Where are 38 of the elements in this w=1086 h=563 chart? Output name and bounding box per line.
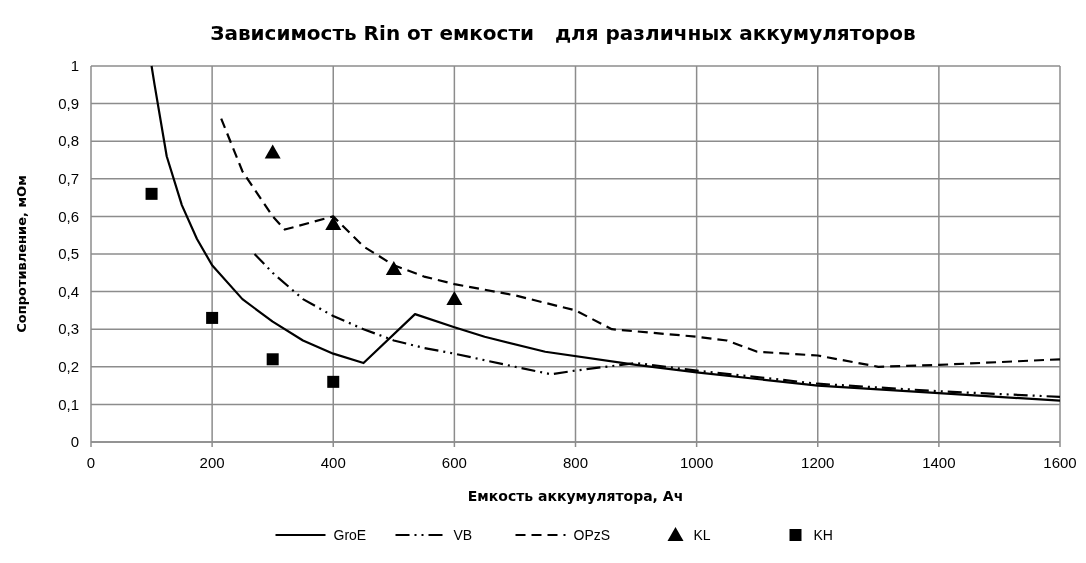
y-tick-label: 0,5 bbox=[58, 245, 79, 263]
y-tick-label: 0 bbox=[70, 433, 79, 451]
x-tick-label: 1400 bbox=[922, 454, 956, 471]
y-tick-label: 0,1 bbox=[58, 395, 79, 413]
y-tick-label: 0,3 bbox=[58, 320, 79, 338]
x-axis-title: Емкость аккумулятора, Ач bbox=[467, 488, 684, 504]
point bbox=[145, 187, 158, 200]
point bbox=[266, 353, 279, 366]
y-tick-label: 1 bbox=[70, 57, 79, 75]
legend-label: KL bbox=[693, 526, 711, 543]
x-tick-label: 1000 bbox=[679, 454, 714, 471]
x-tick-label: 600 bbox=[441, 454, 467, 471]
point bbox=[325, 215, 342, 230]
point bbox=[264, 144, 281, 159]
y-tick-label: 0,8 bbox=[58, 132, 79, 150]
x-tick-label: 800 bbox=[562, 454, 589, 471]
x-tick-label: 0 bbox=[86, 454, 96, 471]
legend-label: GroE bbox=[333, 526, 367, 543]
y-tick-label: 0,6 bbox=[58, 207, 79, 225]
point bbox=[385, 261, 402, 276]
point bbox=[327, 375, 340, 388]
x-tick-label: 1200 bbox=[801, 454, 835, 471]
x-tick-label: 1600 bbox=[1043, 454, 1077, 471]
x-tick-label: 200 bbox=[199, 454, 225, 471]
y-axis-title: Сопротивление, мОм bbox=[14, 175, 29, 333]
legend-label: OPzS bbox=[573, 526, 611, 543]
line-series bbox=[220, 117, 1062, 368]
line-series bbox=[150, 64, 1062, 402]
legend-label: KH bbox=[813, 526, 833, 543]
x-tick-label: 400 bbox=[320, 454, 346, 471]
y-tick-label: 0,9 bbox=[58, 94, 79, 112]
chart-title: Зависимость Rin от емкости для различных аккумуляторов bbox=[210, 21, 916, 45]
legend-label: VB bbox=[453, 526, 473, 543]
point bbox=[446, 291, 463, 306]
point bbox=[206, 311, 219, 324]
y-tick-label: 0,7 bbox=[58, 170, 79, 188]
y-tick-label: 0,2 bbox=[58, 358, 79, 376]
y-tick-label: 0,4 bbox=[58, 282, 79, 300]
